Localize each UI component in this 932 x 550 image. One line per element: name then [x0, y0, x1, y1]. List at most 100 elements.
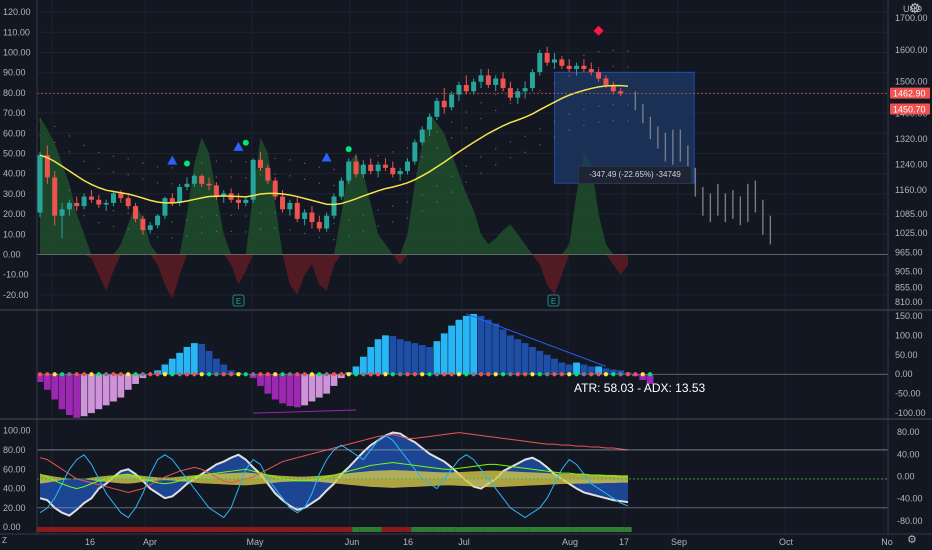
band-dot-dn-74 [583, 108, 585, 111]
candle-body-10 [111, 193, 116, 203]
hist-bar-53 [426, 347, 433, 375]
bottom-strip-0 [36, 527, 44, 532]
band-dot-dn2-58 [465, 181, 467, 183]
bottom-strip-40 [330, 527, 338, 532]
bottom-strip-48 [389, 527, 397, 532]
hist-bar-32 [271, 374, 279, 400]
candle-body-16 [155, 215, 161, 226]
hist-bar-83 [646, 374, 654, 384]
hist-dot-70 [552, 372, 557, 377]
timezone-z-label[interactable]: Z [2, 536, 7, 545]
bottom-strip-34 [286, 527, 294, 532]
hist-right-tick-3: 0.00 [895, 369, 913, 379]
left-tick-14: -20.00 [3, 290, 29, 300]
hist-dot-37 [309, 372, 315, 377]
bottom-strip-30 [256, 527, 265, 532]
bottom-right-tick-0: 80.00 [897, 427, 920, 437]
band-dot-dn-50 [406, 201, 409, 203]
hist-bar-40 [330, 374, 338, 386]
hist-bar-71 [558, 362, 566, 375]
band-dot-up2-58 [465, 111, 467, 113]
band-dot-dn2-60 [480, 172, 482, 174]
x-tick-1: Apr [143, 537, 157, 547]
band-dot-up-78 [612, 65, 614, 68]
hist-bar-22 [198, 343, 206, 375]
hist-bar-67 [529, 347, 536, 375]
earnings-marker-2[interactable]: E [547, 294, 560, 307]
candle-body-34 [287, 202, 293, 210]
band-dot-dn2-24 [215, 230, 218, 233]
hist-bar-5 [73, 374, 81, 418]
gear-icon[interactable]: ⚙ [908, 0, 922, 16]
buy-dot-1 [242, 139, 249, 146]
hist-bar-30 [257, 374, 264, 386]
hist-bar-44 [360, 356, 367, 375]
right-tick-7: 1085.00 [895, 209, 928, 219]
band-dot-dn-52 [421, 194, 423, 196]
hist-bar-62 [492, 323, 500, 375]
hist-bar-36 [301, 374, 308, 406]
hist-dot-14 [140, 372, 145, 377]
candle-body-61 [485, 75, 491, 85]
hist-bar-82 [639, 374, 647, 381]
band-dot-dn-30 [259, 212, 262, 214]
settings-gear-icon[interactable]: ⚙ [907, 534, 917, 546]
band-dot-up-56 [450, 137, 453, 139]
band-dot-dn2-52 [421, 210, 423, 212]
measure-box[interactable] [554, 71, 695, 184]
band-dot-dn-40 [333, 222, 335, 225]
hist-bar-64 [507, 335, 514, 375]
hist-bar-33 [279, 374, 286, 404]
earnings-marker-1[interactable]: E [232, 294, 245, 307]
band-dot-dn2-80 [627, 120, 629, 122]
x-tick-6: Aug [562, 537, 578, 547]
bottom-strip-13 [131, 527, 140, 532]
bottom-strip-60 [477, 527, 485, 532]
band-dot-up-4 [68, 151, 71, 153]
hist-dot-22 [199, 372, 204, 377]
bottom-strip-10 [109, 527, 118, 532]
band-dot-dn2-18 [171, 237, 173, 239]
band-dot-dn2-62 [495, 163, 497, 166]
band-dot-dn2-16 [156, 236, 159, 238]
band-dot-dn-60 [480, 156, 482, 158]
hist-dot-5 [74, 372, 79, 377]
candle-body-76 [596, 72, 602, 79]
band-dot-dn-76 [597, 105, 600, 107]
right-tick-11: 855.00 [895, 282, 923, 292]
band-dot-up2-50 [406, 147, 409, 149]
candle-body-62 [493, 78, 499, 85]
band-dot-up-6 [83, 160, 85, 163]
hist-bar-63 [499, 329, 507, 375]
bottom-strip-66 [521, 527, 529, 532]
hist-dot-52 [420, 372, 425, 377]
price-badge-prev-text: 1450.70 [893, 104, 926, 114]
price-badge-last-text: 1462.90 [893, 89, 926, 99]
band-dot-up-0 [39, 135, 41, 137]
hist-bar-37 [308, 374, 316, 402]
candle-body-55 [441, 100, 447, 108]
band-dot-dn-72 [568, 113, 570, 115]
candle-body-58 [463, 84, 469, 92]
bottom-strip-35 [293, 527, 301, 532]
bottom-strip-76 [594, 527, 603, 532]
candle-body-65 [515, 91, 521, 98]
hist-bar-72 [565, 364, 573, 375]
hist-dot-47 [383, 372, 388, 377]
price-badge-prev: 1450.70 [890, 103, 930, 115]
band-dot-up-16 [156, 182, 159, 184]
hist-trend-line [466, 313, 607, 367]
band-dot-dn-58 [465, 165, 467, 167]
bottom-strip-50 [403, 527, 412, 532]
hist-dot-61 [486, 372, 491, 377]
band-dot-up2-56 [450, 121, 453, 123]
hist-dot-17 [162, 372, 168, 377]
hist-bar-61 [484, 319, 492, 375]
candle-body-74 [581, 65, 587, 69]
bottom-strip-42 [345, 527, 353, 532]
candle-body-22 [199, 175, 205, 184]
left-tick-1: 110.00 [3, 27, 30, 37]
band-dot-up2-44 [362, 160, 365, 162]
left-tick-3: 90.00 [3, 68, 26, 78]
